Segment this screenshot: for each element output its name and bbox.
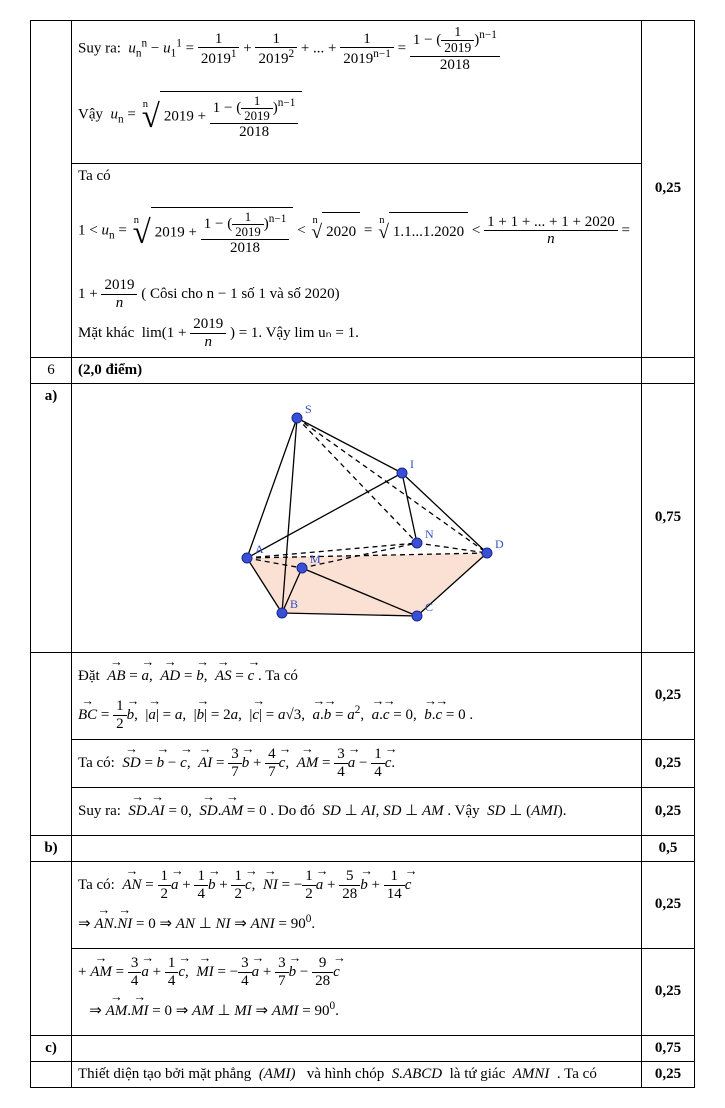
score-cell: 0,5 — [642, 835, 695, 861]
label: Đặt — [78, 668, 100, 684]
pyramid-diagram: S I N A M D B C — [187, 398, 527, 638]
label: Mặt khác — [78, 325, 134, 341]
row-num — [31, 861, 72, 1035]
section-title: (2,0 điểm) — [72, 357, 642, 383]
row-num — [31, 21, 72, 358]
cell-content: Suy ra: unn − u11 = 120191 + 120192 + ..… — [72, 21, 642, 164]
label: Suy ra: — [78, 41, 121, 57]
cell-content: + AM = 34a + 14c, MI = −34a + 37b − 928c… — [72, 948, 642, 1035]
svg-text:N: N — [425, 527, 434, 541]
score-cell: 0,25 — [642, 21, 695, 358]
row-num: 6 — [31, 357, 72, 383]
score-cell: 0,25 — [642, 948, 695, 1035]
score-cell: 0,75 — [642, 1035, 695, 1061]
label: Vậy — [78, 106, 103, 122]
row-num — [31, 652, 72, 835]
part-label: c) — [31, 1035, 72, 1061]
svg-text:C: C — [425, 600, 433, 614]
cell-content: Ta có 1 < un = n√ 2019 + 1 − (12019)n−1 … — [72, 163, 642, 357]
cell-content: Ta có: AN = 12a + 14b + 12c, NI = −12a +… — [72, 861, 642, 948]
note: ( Côsi cho n − 1 số 1 và số 2020) — [141, 286, 339, 302]
cell-content — [72, 1035, 642, 1061]
cell-content — [72, 835, 642, 861]
svg-text:M: M — [310, 552, 321, 566]
svg-text:B: B — [290, 597, 298, 611]
solution-table: Suy ra: unn − u11 = 120191 + 120192 + ..… — [30, 20, 695, 1088]
svg-text:D: D — [495, 537, 504, 551]
svg-text:A: A — [255, 542, 264, 556]
label: Ta có: — [78, 755, 115, 771]
score-cell: 0,25 — [642, 861, 695, 948]
part-label: a) — [31, 383, 72, 652]
score-cell: 0,25 — [642, 787, 695, 835]
label: Suy ra: — [78, 803, 121, 819]
score-cell: 0,25 — [642, 652, 695, 739]
part-label: b) — [31, 835, 72, 861]
label: Ta có: — [78, 877, 115, 893]
svg-text:I: I — [410, 457, 414, 471]
score-cell: 0,75 — [642, 383, 695, 652]
svg-text:S: S — [305, 402, 312, 416]
cell-content: S I N A M D B C — [72, 383, 642, 652]
row-num — [31, 1061, 72, 1087]
cell-content: Đặt AB = a, AD = b, AS = c . Ta có BC = … — [72, 652, 642, 739]
cell-content: Suy ra: SD.AI = 0, SD.AM = 0 . Do đó SD … — [72, 787, 642, 835]
score-cell: 0,25 — [642, 739, 695, 787]
score-cell — [642, 357, 695, 383]
label: Ta có — [78, 168, 635, 185]
score-cell: 0,25 — [642, 1061, 695, 1087]
cell-content: Thiết diện tạo bởi mặt phẳng (AMI) và hì… — [72, 1061, 642, 1087]
